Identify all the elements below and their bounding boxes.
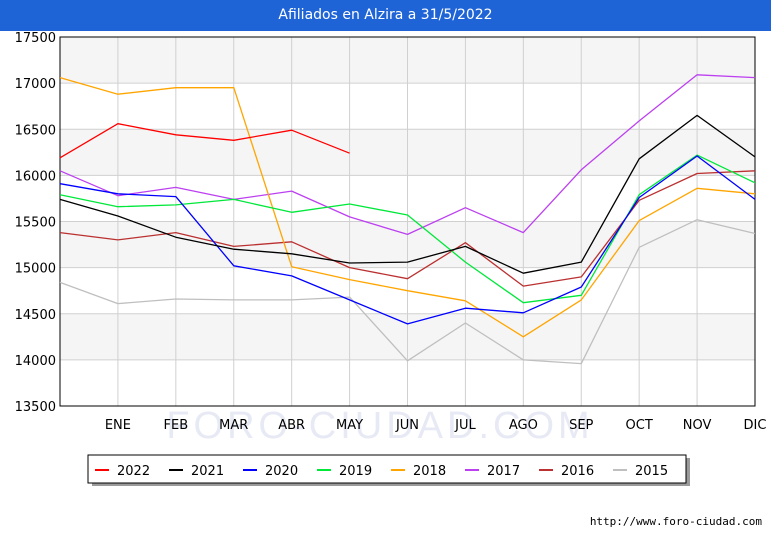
legend-label: 2022 [117, 464, 150, 479]
x-tick-label: ABR [278, 418, 305, 433]
series-line-2017 [59, 74, 756, 236]
series-line-2015 [59, 219, 756, 365]
x-tick-labels: ENE FEB MAR ABR MAY JUN JUL AGO SEP OCT NOV DIC [105, 418, 767, 433]
x-tick-label: OCT [626, 418, 653, 433]
legend-label: 2016 [561, 464, 594, 479]
y-tick-label: 16500 [15, 123, 56, 138]
x-tick-label: SEP [569, 418, 593, 433]
series-line-2019 [59, 154, 756, 304]
legend-box [87, 454, 687, 484]
y-tick-label: 17000 [15, 77, 56, 92]
legend-label: 2015 [635, 464, 668, 479]
source-url: http://www.foro-ciudad.com [589, 515, 762, 528]
watermark-text: FORO-CIUDAD.COM [166, 405, 593, 447]
plot-frame [59, 36, 756, 407]
legend: 2022 2021 2020 2019 2018 2017 2016 2015 [87, 454, 690, 486]
series-line-2021 [59, 114, 756, 274]
x-tick-label: DIC [744, 418, 767, 433]
series-lines [59, 74, 756, 365]
y-tick-labels: 13500 14000 14500 15000 15500 16000 16500 17000… [15, 31, 56, 415]
y-tick-label: 13500 [15, 400, 56, 415]
x-tick-label: MAR [219, 418, 248, 433]
series-line-2022 [59, 123, 350, 159]
y-tick-label: 14000 [15, 354, 56, 369]
x-tick-label: AGO [509, 418, 538, 433]
legend-label: 2021 [191, 464, 224, 479]
legend-label: 2018 [413, 464, 446, 479]
chart-title: Afiliados en Alzira a 31/5/2022 [0, 0, 771, 31]
legend-label: 2017 [487, 464, 520, 479]
series-line-2016 [59, 170, 756, 287]
x-tick-label: NOV [683, 418, 712, 433]
x-tick-label: JUN [395, 418, 419, 433]
series-line-2020 [59, 155, 756, 325]
legend-label: 2020 [265, 464, 298, 479]
y-tick-label: 16000 [15, 169, 56, 184]
x-tick-label: MAY [336, 418, 363, 433]
y-tick-label: 17500 [15, 31, 56, 46]
y-tick-label: 15000 [15, 262, 56, 277]
x-tick-label: JUL [454, 418, 476, 433]
series-line-2018 [59, 76, 756, 338]
y-tick-label: 14500 [15, 308, 56, 323]
x-tick-label: FEB [164, 418, 189, 433]
x-tick-label: ENE [105, 418, 131, 433]
legend-label: 2019 [339, 464, 372, 479]
y-tick-label: 15500 [15, 216, 56, 231]
